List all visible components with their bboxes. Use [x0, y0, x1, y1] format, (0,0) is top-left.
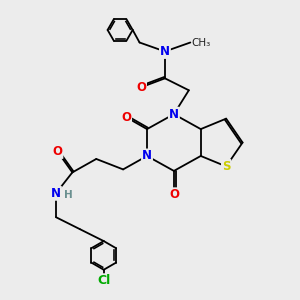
Text: O: O — [52, 145, 62, 158]
Text: N: N — [51, 187, 61, 200]
Text: N: N — [160, 45, 170, 58]
Text: CH₃: CH₃ — [192, 38, 211, 47]
Text: Cl: Cl — [97, 274, 110, 287]
Text: O: O — [169, 188, 179, 201]
Text: H: H — [64, 190, 73, 200]
Text: O: O — [121, 111, 131, 124]
Text: N: N — [169, 108, 179, 121]
Text: N: N — [142, 149, 152, 163]
Text: O: O — [136, 81, 146, 94]
Text: S: S — [222, 160, 230, 173]
